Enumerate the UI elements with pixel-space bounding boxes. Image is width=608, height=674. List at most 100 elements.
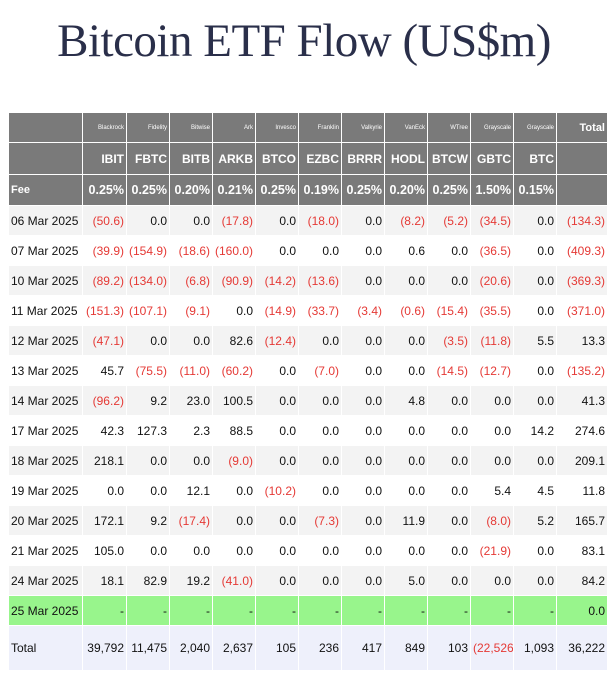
- flow-cell: 0.0: [513, 205, 557, 236]
- flow-cell: (17.4): [169, 505, 213, 536]
- flow-cell: (154.9): [126, 235, 170, 266]
- flow-cell: 0.0: [298, 415, 342, 446]
- flow-cell: 0.0: [384, 355, 428, 386]
- flow-cell: 0.0: [255, 445, 299, 476]
- flow-cell: -: [341, 595, 385, 626]
- table-row: 12 Mar 2025 (47.1) 0.0 0.0 82.6 (12.4) 0.0 0.0 0…: [8, 325, 608, 356]
- flow-cell: (14.2): [255, 265, 299, 296]
- flow-cell: (7.3): [298, 505, 342, 536]
- flow-cell: 2.3: [169, 415, 213, 446]
- flow-cell: 4.5: [513, 475, 557, 506]
- flow-cell: 0.6: [384, 235, 428, 266]
- flow-cell: -: [427, 595, 471, 626]
- flow-cell: (35.5): [470, 295, 514, 326]
- flow-cell: (21.9): [470, 535, 514, 566]
- totals-cell: (22,526): [470, 625, 514, 671]
- flow-cell: -: [82, 595, 127, 626]
- flow-cell: 0.0: [513, 265, 557, 296]
- row-date: 17 Mar 2025: [8, 415, 83, 446]
- row-total-cell: 83.1: [556, 535, 608, 566]
- flow-cell: 12.1: [169, 475, 213, 506]
- table-row: 20 Mar 2025 172.1 9.2 (17.4) 0.0 0.0 (7.3) 0.0 1…: [8, 505, 608, 536]
- flow-cell: -: [513, 595, 557, 626]
- table-row: 18 Mar 2025 218.1 0.0 0.0 (9.0) 0.0 0.0 0.0 0.0 0…: [8, 445, 608, 476]
- fee-cell: 0.25%: [82, 174, 127, 206]
- corner-cell: [8, 142, 83, 175]
- totals-row: Total 39,792 11,475 2,040 2,637 105 236 417 849 1…: [8, 625, 608, 671]
- row-date: 14 Mar 2025: [8, 385, 83, 416]
- flow-cell: 0.0: [513, 385, 557, 416]
- flow-cell: 172.1: [82, 505, 127, 536]
- flow-cell: 5.4: [470, 475, 514, 506]
- flow-cell: 0.0: [427, 535, 471, 566]
- flow-cell: 0.0: [384, 535, 428, 566]
- flow-cell: 0.0: [384, 325, 428, 356]
- fee-cell: 0.25%: [427, 174, 471, 206]
- flow-cell: (107.1): [126, 295, 170, 326]
- flow-cell: (5.2): [427, 205, 471, 236]
- flow-cell: (9.0): [212, 445, 256, 476]
- flow-cell: (8.0): [470, 505, 514, 536]
- flow-cell: 5.0: [384, 565, 428, 596]
- flow-cell: 0.0: [255, 535, 299, 566]
- totals-cell: 39,792: [82, 625, 127, 671]
- issuer-header-cell: Valkyrie: [341, 112, 385, 143]
- table-row: 14 Mar 2025 (96.2) 9.2 23.0 100.5 0.0 0.0 0.0 4.…: [8, 385, 608, 416]
- flow-cell: 0.0: [341, 385, 385, 416]
- row-date: 06 Mar 2025: [8, 205, 83, 236]
- row-date: 21 Mar 2025: [8, 535, 83, 566]
- flow-cell: -: [298, 595, 342, 626]
- page-title: Bitcoin ETF Flow (US$m): [57, 15, 551, 67]
- flow-cell: (60.2): [212, 355, 256, 386]
- ticker-header-cell: HODL: [384, 142, 428, 175]
- totals-cell: 103: [427, 625, 471, 671]
- issuer-header-cell: Bitwise: [169, 112, 213, 143]
- row-date: 18 Mar 2025: [8, 445, 83, 476]
- ticker-header-cell: FBTC: [126, 142, 170, 175]
- flow-cell: 9.2: [126, 385, 170, 416]
- flow-cell: (89.2): [82, 265, 127, 296]
- flow-cell: 0.0: [169, 325, 213, 356]
- flow-cell: 18.1: [82, 565, 127, 596]
- flow-cell: 0.0: [298, 235, 342, 266]
- row-total-cell: 0.0: [556, 595, 608, 626]
- row-total-cell: (409.3): [556, 235, 608, 266]
- row-date: 13 Mar 2025: [8, 355, 83, 386]
- issuer-header-cell: Grayscale: [470, 112, 514, 143]
- flow-cell: 0.0: [470, 385, 514, 416]
- fee-cell: 0.15%: [513, 174, 557, 206]
- flow-cell: 0.0: [126, 535, 170, 566]
- flow-cell: 0.0: [341, 445, 385, 476]
- table-row: 06 Mar 2025 (50.6) 0.0 0.0 (17.8) 0.0 (18.0) 0.…: [8, 205, 608, 236]
- flow-cell: 9.2: [126, 505, 170, 536]
- flow-cell: (47.1): [82, 325, 127, 356]
- row-total-cell: 13.3: [556, 325, 608, 356]
- flow-cell: 0.0: [341, 535, 385, 566]
- flow-cell: 0.0: [212, 505, 256, 536]
- flow-cell: 0.0: [384, 265, 428, 296]
- issuer-header-cell: Franklin: [298, 112, 342, 143]
- flow-cell: 0.0: [126, 445, 170, 476]
- totals-cell: 2,637: [212, 625, 256, 671]
- flow-cell: 0.0: [212, 295, 256, 326]
- flow-cell: (14.9): [255, 295, 299, 326]
- row-date: 25 Mar 2025: [8, 595, 83, 626]
- row-date: 20 Mar 2025: [8, 505, 83, 536]
- row-total-cell: (135.2): [556, 355, 608, 386]
- flow-cell: 0.0: [212, 475, 256, 506]
- flow-cell: 0.0: [513, 295, 557, 326]
- ticker-header-cell: BTC: [513, 142, 557, 175]
- flow-cell: -: [212, 595, 256, 626]
- flow-cell: 0.0: [384, 475, 428, 506]
- flow-cell: 0.0: [513, 535, 557, 566]
- fee-cell: 0.20%: [169, 174, 213, 206]
- flow-cell: 11.9: [384, 505, 428, 536]
- flow-cell: (9.1): [169, 295, 213, 326]
- flow-cell: (39.9): [82, 235, 127, 266]
- row-total-cell: 165.7: [556, 505, 608, 536]
- table-row: 19 Mar 2025 0.0 0.0 12.1 0.0 (10.2) 0.0 0.0 0.0 0…: [8, 475, 608, 506]
- flow-cell: 0.0: [82, 475, 127, 506]
- table-row: 13 Mar 2025 45.7 (75.5) (11.0) (60.2) 0.0 (7.0…: [8, 355, 608, 386]
- row-date: 24 Mar 2025: [8, 565, 83, 596]
- totals-cell: 1,093: [513, 625, 557, 671]
